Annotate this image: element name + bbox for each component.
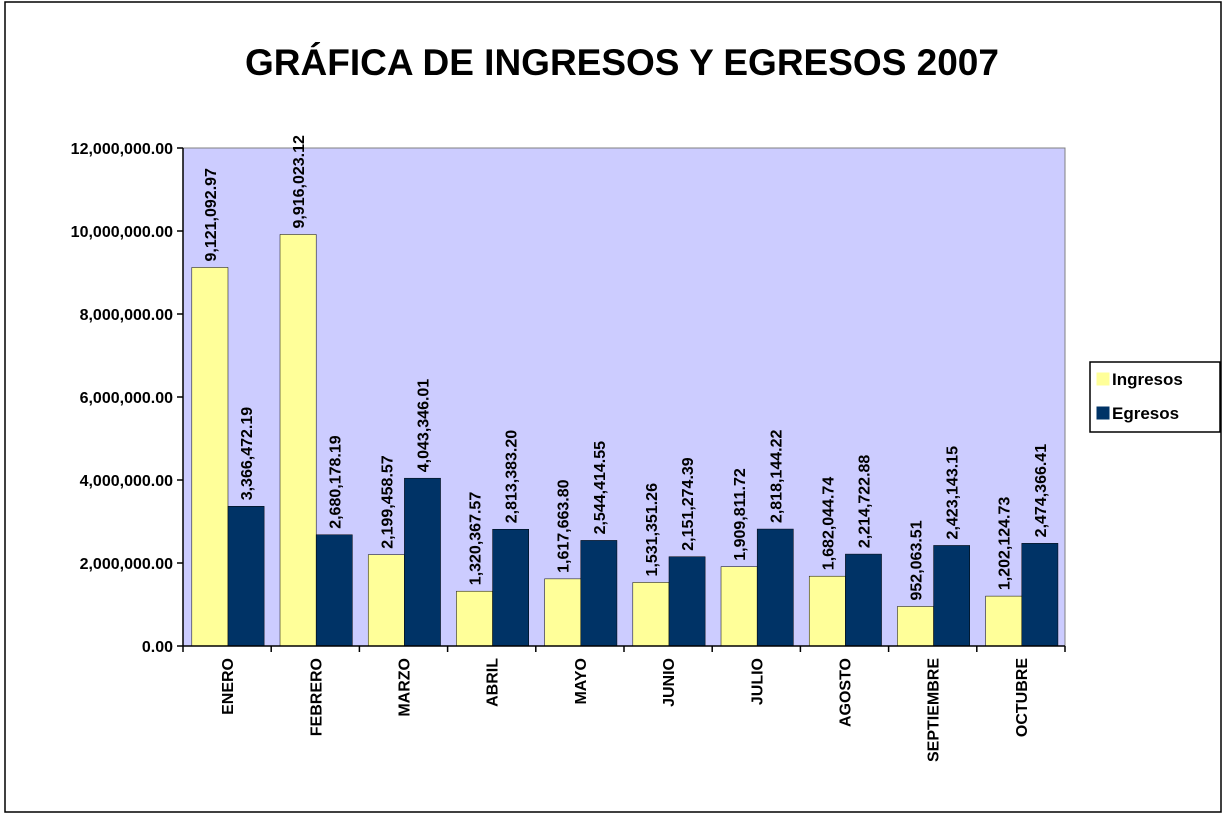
y-tick-label: 0.00: [142, 639, 173, 656]
x-tick-label: ENERO: [220, 658, 237, 715]
bar: [227, 506, 265, 647]
data-label: 1,617,663.80: [556, 479, 573, 573]
bar: [668, 556, 706, 647]
x-tick-label: AGOSTO: [838, 658, 855, 727]
data-label: 2,544,414.55: [592, 441, 609, 535]
y-tick-label: 10,000,000.00: [71, 224, 173, 241]
x-tick-label: ABRIL: [485, 658, 502, 707]
bar: [492, 528, 529, 647]
bar: [367, 554, 405, 647]
y-tick-label: 8,000,000.00: [80, 307, 174, 324]
data-label: 2,423,143.15: [945, 446, 962, 540]
data-label: 1,320,367.57: [468, 492, 485, 586]
x-tick-label: MARZO: [397, 658, 414, 717]
bar: [580, 540, 618, 647]
data-label: 2,214,722.88: [856, 455, 873, 549]
data-label: 1,202,124.73: [997, 497, 1014, 591]
y-tick-label: 12,000,000.00: [71, 141, 173, 158]
bar: [191, 267, 229, 647]
x-tick-label: MAYO: [573, 658, 590, 705]
data-label: 1,682,044.74: [820, 477, 837, 571]
bar: [897, 606, 934, 647]
bar: [632, 582, 670, 647]
data-label: 3,366,472.19: [239, 407, 256, 501]
y-tick-label: 4,000,000.00: [80, 473, 174, 490]
bar: [404, 477, 441, 647]
data-label: 2,199,458.57: [379, 455, 396, 549]
y-tick-label: 2,000,000.00: [80, 556, 174, 573]
bar: [279, 234, 317, 647]
data-label: 952,063.51: [909, 520, 926, 600]
bar: [845, 553, 882, 647]
data-label: 2,151,274.39: [680, 457, 697, 551]
legend-box: [1089, 361, 1221, 433]
x-tick-label: FEBRERO: [308, 658, 325, 736]
bar: [544, 578, 582, 647]
y-tick-label: 6,000,000.00: [80, 390, 174, 407]
bar: [985, 595, 1023, 647]
data-label: 2,680,178.19: [327, 435, 344, 529]
data-label: 1,531,351.26: [644, 483, 661, 577]
legend-swatch: [1096, 406, 1110, 420]
bar: [315, 534, 353, 647]
bar: [808, 575, 846, 647]
data-label: 9,916,023.12: [291, 135, 308, 229]
legend-label: Ingresos: [1112, 370, 1183, 389]
data-label: 2,474,366.41: [1033, 444, 1050, 538]
legend-label: Egresos: [1112, 404, 1179, 423]
bar: [720, 566, 758, 647]
data-label: 4,043,346.01: [415, 379, 432, 473]
x-tick-label: JULIO: [749, 658, 766, 705]
data-label: 2,818,144.22: [768, 430, 785, 524]
data-label: 9,121,092.97: [203, 168, 220, 262]
x-tick-label: OCTUBRE: [1014, 658, 1031, 737]
x-tick-label: JUNIO: [661, 658, 678, 707]
data-label: 1,909,811.72: [732, 468, 749, 561]
data-label: 2,813,383.20: [504, 430, 521, 524]
bar: [756, 528, 794, 647]
chart-title: GRÁFICA DE INGRESOS Y EGRESOS 2007: [245, 42, 999, 83]
bar: [933, 545, 970, 647]
bar: [1021, 543, 1059, 647]
bar: [456, 590, 493, 647]
x-tick-label: SEPTIEMBRE: [926, 658, 943, 762]
legend-swatch: [1096, 372, 1110, 386]
